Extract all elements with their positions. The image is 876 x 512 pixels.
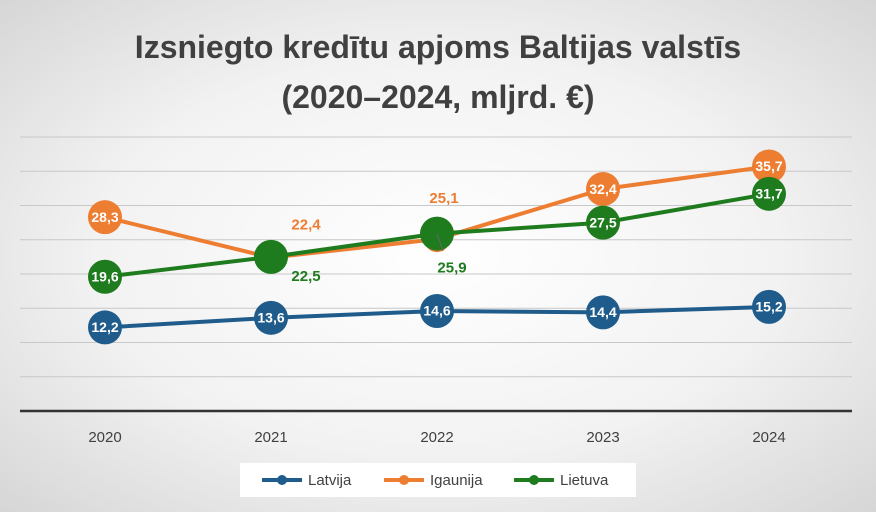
data-label: 22,4 [291, 217, 321, 234]
leader-line [436, 233, 444, 252]
data-label: 13,6 [257, 310, 284, 326]
legend-marker [529, 475, 539, 485]
data-label: 14,4 [589, 304, 616, 320]
data-label: 19,6 [91, 268, 118, 284]
data-label: 32,4 [589, 181, 616, 197]
x-tick-label: 2024 [752, 429, 785, 446]
data-label: 35,7 [755, 158, 782, 174]
data-label: 15,2 [755, 299, 782, 315]
marker [752, 289, 786, 324]
data-label: 28,3 [91, 209, 118, 225]
marker [254, 239, 288, 274]
data-label: 22,5 [291, 268, 320, 285]
marker [88, 310, 122, 345]
marker [88, 200, 122, 235]
data-label: 14,6 [423, 303, 450, 319]
data-label: 12,2 [91, 319, 118, 335]
data-label: 25,1 [429, 190, 458, 207]
legend-label: Igaunija [430, 472, 483, 489]
data-label: 25,9 [437, 260, 466, 277]
legend-label: Latvija [308, 472, 352, 489]
marker [586, 295, 620, 330]
legend-box [240, 463, 636, 497]
x-tick-label: 2021 [254, 429, 287, 446]
x-tick-label: 2023 [586, 429, 619, 446]
marker [254, 300, 288, 335]
marker [586, 172, 620, 207]
marker [88, 259, 122, 294]
marker [752, 176, 786, 211]
data-label: 27,5 [589, 214, 616, 230]
chart-title: Izsniegto kredītu apjoms Baltijas valstī… [134, 29, 742, 115]
legend-marker [399, 475, 409, 485]
marker [752, 149, 786, 184]
marker [420, 293, 454, 328]
legend-label: Lietuva [560, 472, 609, 489]
marker [586, 205, 620, 240]
x-tick-label: 2022 [420, 429, 453, 446]
x-tick-label: 2020 [88, 429, 121, 446]
legend-marker [277, 475, 287, 485]
data-label: 31,7 [755, 186, 782, 202]
